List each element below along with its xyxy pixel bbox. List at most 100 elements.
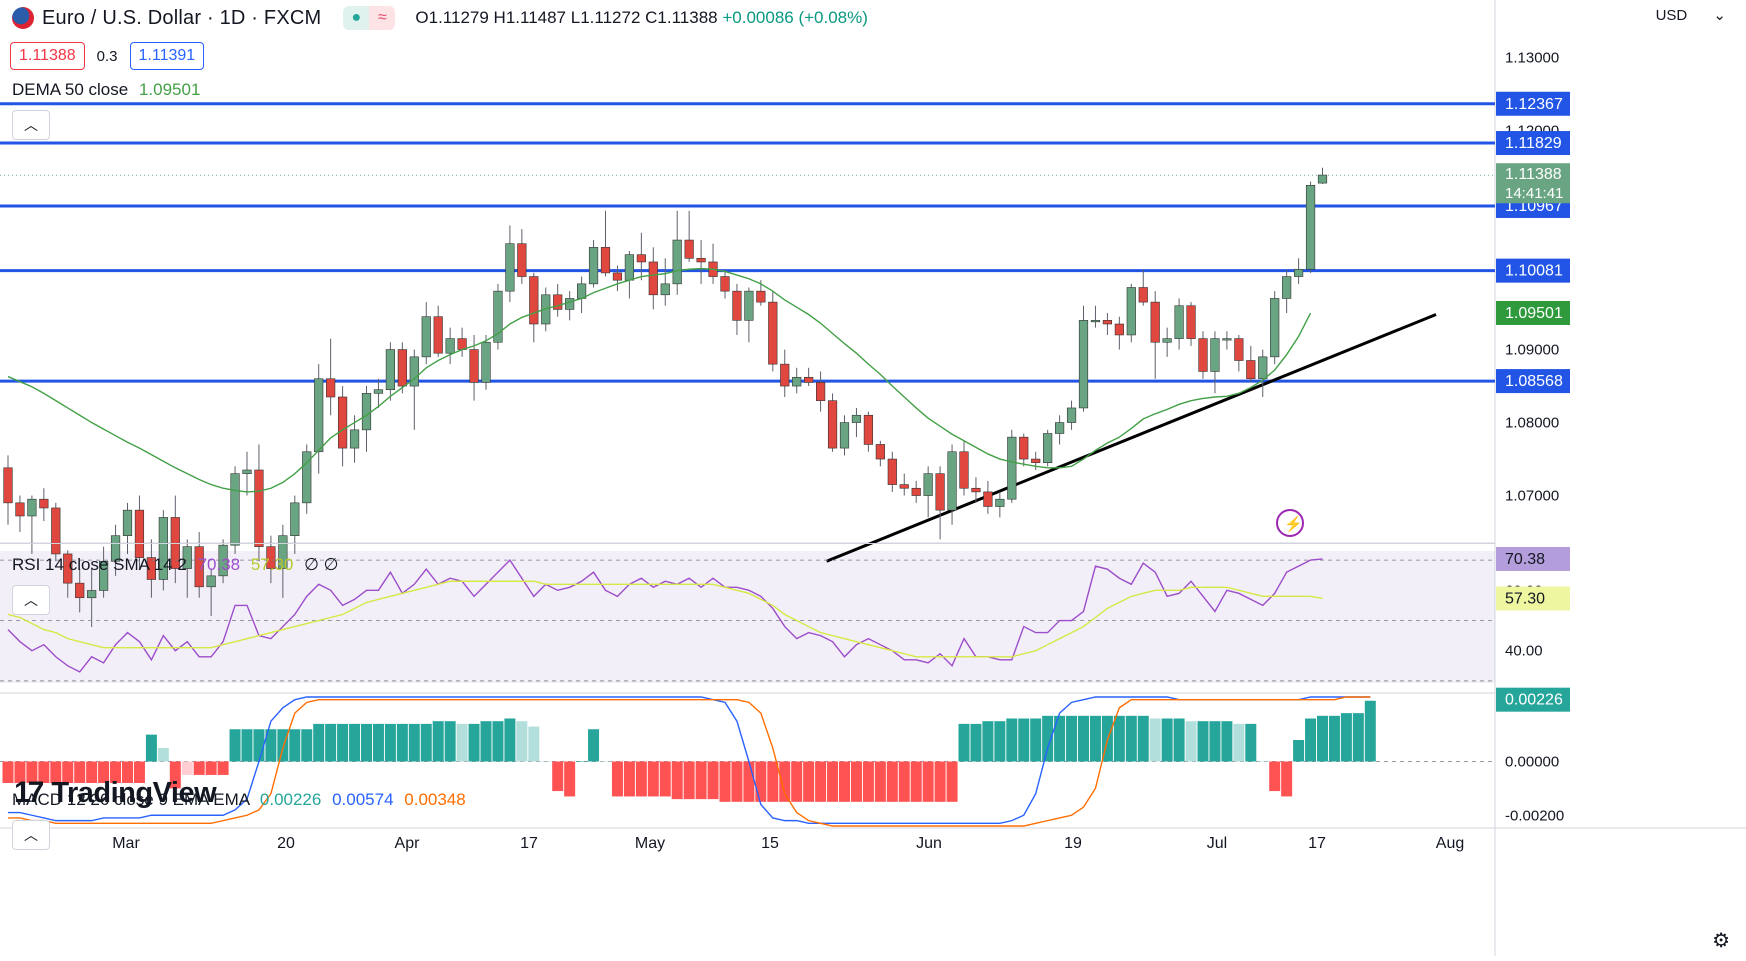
- currency-select[interactable]: USD ⌄: [1656, 6, 1726, 24]
- main-pane-bottom: [0, 543, 1495, 544]
- candle-body: [911, 487, 921, 496]
- candle-body: [409, 356, 419, 387]
- rsi-sma-legend-value: 57.30: [250, 555, 294, 574]
- macd-histogram-bar: [1006, 718, 1018, 762]
- candle-body: [529, 276, 539, 325]
- time-tick-label: Jul: [1207, 835, 1227, 852]
- candle-body: [1162, 338, 1172, 343]
- brand-logo[interactable]: 17 TradingView: [14, 776, 217, 810]
- candle-body: [433, 316, 443, 354]
- candle-body: [851, 414, 862, 423]
- macd-histogram-bar: [408, 723, 420, 762]
- symbol-title[interactable]: Euro / U.S. Dollar · 1D · FXCM: [42, 6, 322, 29]
- macd-histogram-bar: [815, 761, 827, 802]
- rsi-legend[interactable]: RSI 14 close SMA 14 2 70.38 57.30 ∅ ∅: [12, 555, 338, 575]
- macd-histogram-bar: [1305, 718, 1317, 762]
- macd-legend-label: MACD 12 26 close 9 EMA EMA: [12, 790, 250, 809]
- macd-histogram-bar: [504, 718, 516, 762]
- candle-body: [110, 535, 121, 562]
- macd-histogram-bar: [384, 723, 396, 762]
- buy-button[interactable]: 1.11391: [129, 42, 205, 70]
- macd-histogram-bar: [564, 761, 576, 797]
- candle-body: [732, 290, 742, 321]
- candle-body: [1090, 320, 1101, 323]
- time-tick-label: Apr: [395, 835, 421, 852]
- candle-body: [314, 378, 324, 453]
- candle-body: [815, 382, 826, 401]
- collapse-main-button[interactable]: ︿: [12, 110, 50, 140]
- sell-button[interactable]: 1.11388: [10, 42, 85, 70]
- candle-body: [839, 422, 850, 449]
- macd-line-legend-value: 0.00574: [332, 790, 394, 809]
- wave-icon: ≈: [369, 6, 396, 30]
- candle-body: [99, 560, 109, 591]
- trendline: [826, 313, 1437, 563]
- candle-body: [600, 247, 611, 274]
- dema-legend[interactable]: DEMA 50 close 1.09501: [12, 80, 200, 100]
- level-price-tag: 1.12367: [1505, 96, 1563, 113]
- macd-histogram-bar: [635, 761, 647, 797]
- macd-histogram-bar: [1054, 715, 1066, 762]
- macd-legend[interactable]: MACD 12 26 close 9 EMA EMA 0.00226 0.005…: [12, 790, 466, 810]
- macd-histogram-bar: [827, 761, 839, 802]
- macd-histogram-bar: [38, 761, 50, 783]
- macd-tick-label: 0.00000: [1505, 754, 1559, 771]
- candle-body: [290, 502, 300, 537]
- macd-histogram-bar: [839, 761, 850, 802]
- time-tick-label: Mar: [112, 835, 140, 852]
- macd-histogram-bar: [1089, 715, 1101, 762]
- macd-histogram-bar: [528, 726, 540, 762]
- macd-histogram-bar: [492, 721, 504, 762]
- change-value: +0.00086 (+0.08%): [722, 8, 868, 27]
- candle-body: [349, 429, 360, 449]
- macd-histogram-bar: [277, 729, 289, 762]
- collapse-rsi-button[interactable]: ︿: [12, 585, 50, 615]
- macd-histogram-bar: [181, 761, 193, 775]
- time-tick-label: 19: [1064, 835, 1082, 852]
- macd-histogram-bar: [432, 721, 444, 762]
- price-tick-label: 1.09000: [1505, 342, 1559, 359]
- macd-histogram-bar: [1149, 718, 1161, 762]
- candle-body: [1138, 287, 1148, 303]
- macd-histogram-bar: [1209, 721, 1221, 762]
- level-price-tag-bg: [1496, 258, 1570, 283]
- candle-body: [875, 444, 885, 460]
- quote-widget: 1.11388 0.3 1.11391: [10, 42, 205, 70]
- candle-body: [146, 557, 157, 580]
- candle-body: [553, 294, 563, 310]
- candle-body: [1078, 320, 1089, 409]
- macd-histogram-bar: [241, 729, 253, 762]
- macd-histogram-bar: [1364, 700, 1376, 762]
- macd-histogram-bar: [516, 721, 528, 762]
- collapse-macd-button[interactable]: ︿: [12, 820, 50, 850]
- time-tick-label: 20: [277, 835, 295, 852]
- last-price-tag-bg: [1496, 163, 1570, 204]
- macd-histogram-bar: [600, 761, 611, 762]
- candle-body: [1222, 338, 1232, 341]
- time-tick-label: May: [635, 835, 665, 852]
- status-pill[interactable]: ● ≈: [343, 6, 396, 30]
- macd-histogram-bar: [265, 729, 277, 762]
- dema-line: [7, 267, 1312, 493]
- price-tick-label: 1.07000: [1505, 488, 1559, 505]
- macd-signal-legend-value: 0.00348: [404, 790, 466, 809]
- candle-body: [3, 467, 13, 504]
- macd-histogram-bar: [946, 761, 958, 802]
- macd-histogram-bar: [133, 761, 145, 783]
- macd-histogram-bar: [1293, 740, 1305, 762]
- macd-histogram-bar: [850, 761, 862, 802]
- macd-histogram-bar: [1340, 713, 1352, 762]
- candle-body: [887, 458, 897, 485]
- candle-body: [1198, 338, 1208, 372]
- macd-histogram-bar: [982, 721, 994, 762]
- tradingview-logo-icon: 17: [14, 776, 44, 809]
- candle-body: [1270, 298, 1280, 358]
- price-tick-label: 1.13000: [1505, 50, 1559, 67]
- level-price-tag: 1.10081: [1505, 263, 1563, 280]
- candle-body: [768, 301, 778, 365]
- candle-body: [983, 491, 993, 507]
- settings-gear-icon[interactable]: ⚙: [1712, 930, 1730, 952]
- candle-body: [1102, 320, 1112, 325]
- level-price-tag: 1.11829: [1505, 135, 1562, 152]
